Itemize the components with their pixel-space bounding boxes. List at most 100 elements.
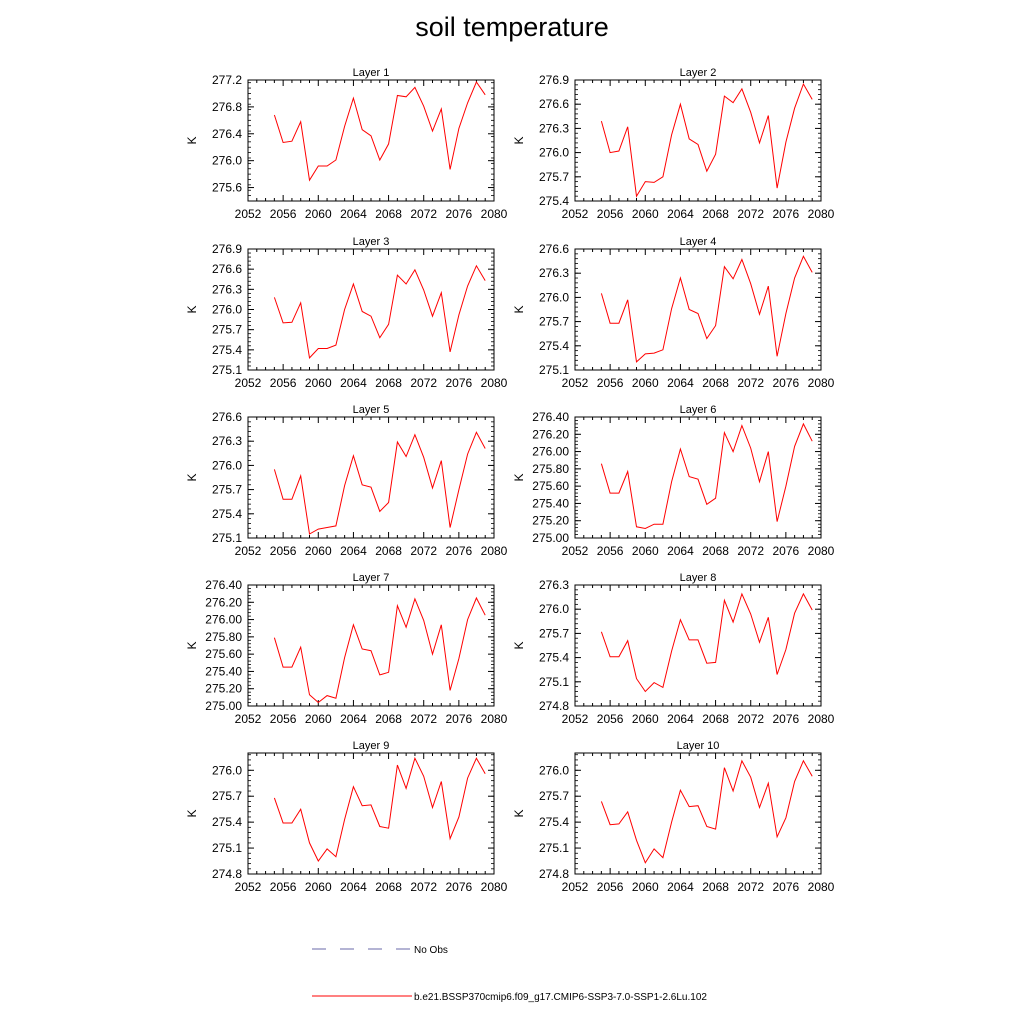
plot-frame [247, 248, 495, 371]
x-tick-label: 2056 [270, 712, 297, 726]
series-line [273, 264, 486, 359]
plot-frame [247, 416, 495, 539]
x-tick-label: 2064 [340, 544, 367, 558]
x-tick-label: 2052 [562, 880, 589, 894]
x-tick-label: 2056 [270, 880, 297, 894]
plot-frame [574, 752, 822, 875]
y-tick-label: 276.3 [212, 434, 242, 448]
x-tick-label: 2064 [340, 712, 367, 726]
x-tick-label: 2080 [808, 376, 835, 390]
panel-title: Layer 9 [353, 740, 390, 752]
y-axis-label: K [185, 136, 199, 144]
y-tick-label: 274.8 [212, 867, 242, 881]
y-tick-label: 276.6 [212, 410, 242, 424]
y-axis-label: K [512, 809, 526, 817]
x-tick-label: 2052 [235, 880, 262, 894]
series-line [600, 592, 813, 693]
y-tick-label: 276.9 [212, 242, 242, 256]
y-tick-label: 275.7 [539, 315, 569, 329]
y-tick-label: 275.60 [532, 479, 569, 493]
x-tick-label: 2056 [597, 207, 624, 221]
x-tick-label: 2060 [305, 712, 332, 726]
y-tick-label: 275.7 [539, 789, 569, 803]
y-tick-label: 275.1 [212, 531, 242, 545]
y-tick-label: 276.3 [539, 578, 569, 592]
y-tick-label: 275.4 [212, 343, 242, 357]
plot-frame [574, 584, 822, 707]
y-tick-label: 274.8 [539, 699, 569, 713]
panel-title: Layer 1 [353, 67, 390, 79]
y-tick-label: 276.0 [212, 763, 242, 777]
y-axis-label: K [512, 136, 526, 144]
y-tick-label: 275.1 [212, 841, 242, 855]
x-tick-label: 2052 [235, 712, 262, 726]
x-tick-label: 2060 [305, 376, 332, 390]
x-tick-label: 2068 [375, 712, 402, 726]
legend: No Obs b.e21.BSSP370cmip6.f09_g17.CMIP6-… [312, 945, 707, 1003]
y-tick-label: 275.7 [539, 170, 569, 184]
y-tick-label: 276.0 [539, 602, 569, 616]
plot-frame [247, 584, 495, 707]
plot-frame [574, 416, 822, 539]
y-tick-label: 275.00 [532, 531, 569, 545]
y-tick-label: 275.40 [205, 664, 242, 678]
x-tick-label: 2064 [667, 544, 694, 558]
x-tick-label: 2068 [375, 880, 402, 894]
y-tick-label: 276.6 [212, 262, 242, 276]
x-tick-label: 2068 [702, 376, 729, 390]
panel-title: Layer 4 [680, 236, 717, 248]
x-tick-label: 2072 [410, 544, 437, 558]
y-axis-label: K [185, 473, 199, 481]
panel-4: Layer 4 2052 2056 2060 2064 2068 2072 2076 2080 2… [512, 236, 835, 390]
y-tick-label: 275.4 [539, 194, 569, 208]
y-axis-label: K [185, 809, 199, 817]
y-tick-label: 275.1 [212, 363, 242, 377]
y-tick-label: 276.40 [532, 410, 569, 424]
y-tick-label: 277.2 [212, 73, 242, 87]
series-line [600, 422, 813, 530]
x-tick-label: 2068 [375, 544, 402, 558]
y-tick-label: 275.4 [539, 815, 569, 829]
x-tick-label: 2052 [562, 544, 589, 558]
panel-2: Layer 2 2052 2056 2060 2064 2068 2072 2076 2080 2… [512, 67, 835, 221]
series-line [600, 255, 813, 363]
y-tick-label: 276.0 [212, 154, 242, 168]
y-tick-label: 276.3 [539, 266, 569, 280]
x-tick-label: 2080 [481, 207, 508, 221]
x-tick-label: 2052 [562, 712, 589, 726]
x-tick-label: 2052 [235, 376, 262, 390]
x-tick-label: 2060 [632, 544, 659, 558]
x-tick-label: 2076 [446, 712, 473, 726]
y-tick-label: 276.6 [539, 97, 569, 111]
panel-9: Layer 9 2052 2056 2060 2064 2068 2072 2076 2080 2… [185, 740, 508, 894]
y-tick-label: 275.1 [539, 675, 569, 689]
plot-frame [574, 79, 822, 202]
x-tick-label: 2064 [340, 376, 367, 390]
x-tick-label: 2060 [305, 544, 332, 558]
x-tick-label: 2068 [702, 207, 729, 221]
panel-6: Layer 6 2052 2056 2060 2064 2068 2072 2076 2080 2… [512, 404, 835, 558]
y-tick-label: 276.0 [539, 763, 569, 777]
x-tick-label: 2052 [235, 544, 262, 558]
x-tick-label: 2068 [375, 207, 402, 221]
x-tick-label: 2060 [305, 880, 332, 894]
x-tick-label: 2052 [562, 207, 589, 221]
x-tick-label: 2072 [737, 207, 764, 221]
x-tick-label: 2056 [270, 544, 297, 558]
x-tick-label: 2080 [808, 880, 835, 894]
y-tick-label: 276.00 [205, 613, 242, 627]
x-tick-label: 2080 [808, 207, 835, 221]
panel-title: Layer 5 [353, 404, 390, 416]
x-tick-label: 2064 [340, 207, 367, 221]
x-tick-label: 2060 [632, 376, 659, 390]
y-tick-label: 275.4 [212, 815, 242, 829]
x-tick-label: 2056 [597, 376, 624, 390]
series-line [273, 80, 486, 182]
y-tick-label: 274.8 [539, 867, 569, 881]
y-tick-label: 275.1 [539, 363, 569, 377]
x-tick-label: 2076 [773, 207, 800, 221]
y-tick-label: 275.1 [539, 841, 569, 855]
x-tick-label: 2060 [632, 207, 659, 221]
panel-title: Layer 6 [680, 404, 717, 416]
x-tick-label: 2076 [446, 376, 473, 390]
